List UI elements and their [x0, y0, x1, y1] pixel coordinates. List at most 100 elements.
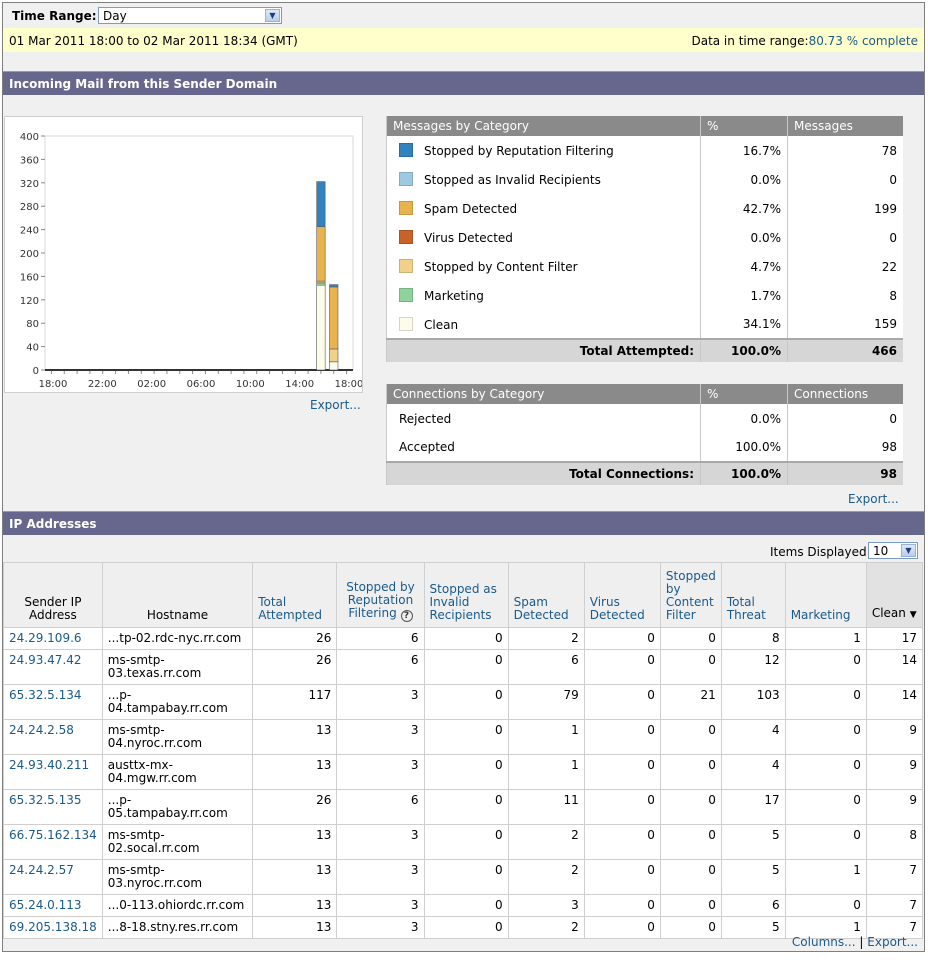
threat-cell: 17: [720, 789, 786, 825]
col-spam[interactable]: Spam Detected: [507, 562, 585, 628]
completeness-link[interactable]: 80.73 % complete: [808, 34, 918, 48]
clean-cell: 14: [865, 649, 924, 685]
inv-cell: 0: [423, 824, 509, 860]
virus-cell: 0: [583, 684, 661, 720]
col-invalid-recipients[interactable]: Stopped as Invalid Recipients: [423, 562, 509, 628]
col-virus[interactable]: Virus Detected: [583, 562, 661, 628]
time-range-value: Day: [103, 9, 127, 23]
sender-ip-cell: 24.24.2.57: [3, 859, 103, 895]
sender-ip-cell: 24.93.47.42: [3, 649, 103, 685]
total-cell: 13: [252, 894, 338, 917]
virus-cell: 0: [583, 859, 661, 895]
inv-cell: 0: [423, 754, 509, 790]
content-cell: 0: [659, 824, 722, 860]
sort-desc-icon[interactable]: ▼: [909, 610, 917, 620]
message-category-row: Stopped by Content Filter 4.7% 22: [386, 252, 903, 281]
sender-ip-link[interactable]: 24.24.2.58: [9, 723, 74, 737]
sender-ip-link[interactable]: 65.32.5.135: [9, 793, 82, 807]
content-cell: 0: [659, 627, 722, 650]
virus-cell: 0: [583, 649, 661, 685]
hostname-cell: ...p-04.tampabay.rr.com: [101, 684, 254, 720]
x-tick-label: 18:00: [335, 379, 362, 390]
category-swatch: [399, 230, 413, 244]
sender-ip-link[interactable]: 66.75.162.134: [9, 828, 97, 842]
rep-cell: 3: [336, 916, 425, 939]
col-total-attempted[interactable]: Total Attempted: [252, 562, 338, 628]
total-cell: 13: [252, 719, 338, 755]
sender-ip-link[interactable]: 24.93.40.211: [9, 758, 90, 772]
time-range-select[interactable]: Day ▼: [98, 7, 282, 24]
bar-segment: [329, 284, 339, 288]
sender-ip-link[interactable]: 24.29.109.6: [9, 631, 82, 645]
rep-cell: 3: [336, 894, 425, 917]
sender-ip-cell: 24.24.2.58: [3, 719, 103, 755]
connection-count: 98: [787, 433, 903, 462]
incoming-mail-section-header: Incoming Mail from this Sender Domain: [3, 71, 924, 95]
clean-cell: 7: [865, 859, 924, 895]
col-hostname: Hostname: [101, 562, 254, 628]
connection-category-row: Accepted 100.0% 98: [386, 433, 903, 462]
ip-table-row: 65.32.5.134 ...p-04.tampabay.rr.com 117 3 0 7…: [3, 684, 924, 720]
spam-cell: 3: [507, 894, 585, 917]
rep-cell: 3: [336, 824, 425, 860]
ip-addresses-section-header: IP Addresses: [3, 511, 924, 535]
col-total-threat[interactable]: Total Threat: [720, 562, 786, 628]
ip-export-link[interactable]: Export...: [867, 935, 918, 949]
spam-cell: 79: [507, 684, 585, 720]
sender-ip-link[interactable]: 24.24.2.57: [9, 863, 74, 877]
spam-cell: 2: [507, 824, 585, 860]
col-content-filter[interactable]: Stopped by Content Filter: [659, 562, 722, 628]
chart-export-link[interactable]: Export...: [310, 398, 361, 412]
ip-table-row: 24.93.40.211 austtx-mx-04.mgw.rr.com 13 3 0 1…: [3, 754, 924, 790]
col-reputation[interactable]: Stopped by Reputation Filtering ?: [336, 562, 425, 628]
col-sender-ip: Sender IP Address: [3, 562, 103, 628]
connections-export-link[interactable]: Export...: [848, 492, 899, 506]
rep-cell: 6: [336, 627, 425, 650]
total-cell: 26: [252, 649, 338, 685]
connections-pct-header: %: [700, 384, 788, 404]
category-label: Stopped by Content Filter: [424, 260, 578, 274]
message-category-row: Stopped as Invalid Recipients 0.0% 0: [386, 165, 903, 194]
ip-table-row: 65.24.0.113 ...0-113.ohiordc.rr.com 13 3 0 3 0…: [3, 894, 924, 917]
items-displayed-select[interactable]: 10 ▼: [868, 542, 918, 559]
category-cell: Stopped by Content Filter: [386, 252, 701, 281]
columns-link[interactable]: Columns...: [791, 935, 856, 949]
time-range-label: Time Range:: [12, 9, 97, 23]
category-cell: Virus Detected: [386, 223, 701, 252]
connections-by-category-table: Connections by Category % Connections Re…: [386, 384, 903, 485]
message-category-row: Stopped by Reputation Filtering 16.7% 78: [386, 136, 903, 165]
connection-pct: 100.0%: [700, 433, 788, 462]
help-icon[interactable]: ?: [400, 610, 413, 622]
clean-cell: 7: [865, 894, 924, 917]
virus-cell: 0: [583, 719, 661, 755]
virus-cell: 0: [583, 894, 661, 917]
sender-ip-link[interactable]: 24.93.47.42: [9, 653, 82, 667]
connections-count-header: Connections: [787, 384, 903, 404]
chart-plot-area: [44, 135, 354, 371]
category-pct: 4.7%: [700, 252, 788, 281]
sender-ip-link[interactable]: 69.205.138.18: [9, 920, 97, 934]
category-count: 8: [787, 281, 903, 310]
chevron-down-icon[interactable]: ▼: [901, 544, 916, 557]
sender-ip-link[interactable]: 65.32.5.134: [9, 688, 82, 702]
hostname-cell: ms-smtp-02.socal.rr.com: [101, 824, 254, 860]
ip-table-row: 24.29.109.6 ...tp-02.rdc-nyc.rr.com 26 6 0 2 0…: [3, 627, 924, 650]
sender-ip-link[interactable]: 65.24.0.113: [9, 898, 82, 912]
y-tick-label: 200: [20, 249, 39, 260]
virus-cell: 0: [583, 627, 661, 650]
col-clean[interactable]: Clean ▼: [865, 562, 924, 628]
total-attempted-label: Total Attempted:: [386, 338, 701, 362]
total-cell: 13: [252, 859, 338, 895]
mkt-cell: 0: [784, 719, 867, 755]
y-tick-label: 80: [26, 319, 39, 330]
col-marketing[interactable]: Marketing: [784, 562, 867, 628]
chevron-down-icon[interactable]: ▼: [265, 9, 280, 22]
link-separator: |: [859, 935, 864, 949]
virus-cell: 0: [583, 789, 661, 825]
hostname-cell: ...8-18.stny.res.rr.com: [101, 916, 254, 939]
connections-total-row: Total Connections: 100.0% 98: [386, 461, 903, 485]
mkt-cell: 0: [784, 789, 867, 825]
category-label: Marketing: [424, 289, 484, 303]
y-tick-label: 0: [33, 366, 39, 377]
inv-cell: 0: [423, 859, 509, 895]
